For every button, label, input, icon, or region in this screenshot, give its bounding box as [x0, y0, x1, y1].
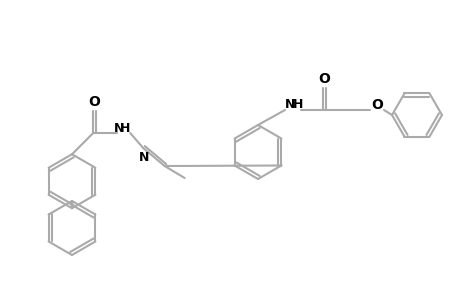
Text: H: H [292, 98, 302, 110]
Text: O: O [317, 72, 329, 86]
Text: N: N [284, 98, 295, 110]
Text: N: N [139, 151, 149, 164]
Text: H: H [120, 122, 130, 134]
Text: O: O [370, 98, 382, 112]
Text: O: O [88, 95, 100, 109]
Text: N: N [114, 122, 124, 134]
